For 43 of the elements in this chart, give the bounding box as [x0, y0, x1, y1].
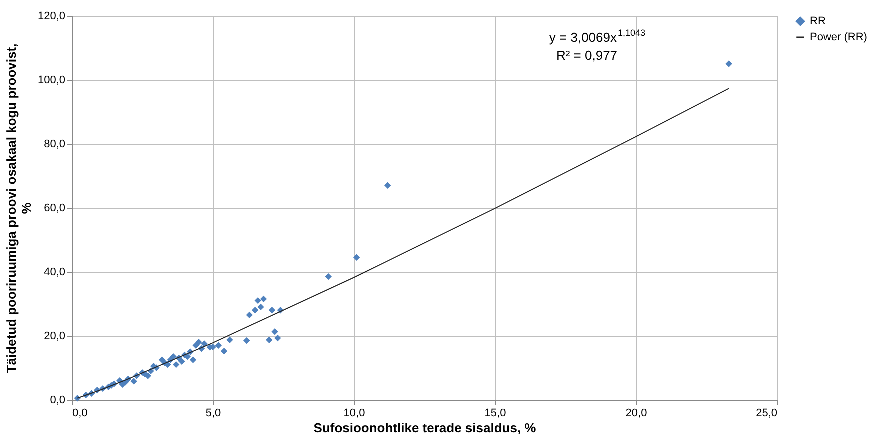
point — [258, 304, 264, 311]
point — [272, 328, 278, 336]
y-tick-label: 0,0 — [50, 394, 66, 406]
y-tick-label: 100,0 — [38, 74, 66, 86]
x-tick-label: 0,0 — [72, 408, 88, 420]
y-tick-label: 40,0 — [44, 266, 66, 278]
point — [178, 358, 186, 365]
point — [266, 336, 273, 344]
point — [243, 337, 250, 344]
point — [190, 356, 197, 364]
point — [268, 307, 276, 314]
point — [246, 312, 254, 319]
point — [226, 336, 234, 344]
point — [274, 334, 282, 342]
y-tick-label: 120,0 — [38, 10, 66, 22]
point — [172, 361, 180, 368]
point — [192, 342, 200, 349]
point — [726, 60, 732, 68]
y-tick-label: 20,0 — [44, 330, 66, 342]
point — [170, 353, 177, 360]
x-tick-label: 15,0 — [484, 408, 506, 420]
x-tick-label: 5,0 — [206, 408, 222, 420]
point — [220, 348, 228, 355]
point — [184, 353, 191, 360]
x-tick-label: 25,0 — [756, 408, 778, 420]
annotation: R² = 0,977 — [556, 48, 618, 63]
point — [384, 182, 392, 189]
point — [215, 342, 222, 349]
point — [260, 296, 268, 303]
legend-label: Power (RR) — [810, 32, 868, 44]
y-axis-title: Täidetud pooriruumiga proovi osakaal kogu proovist, % — [4, 44, 34, 374]
x-tick-label: 20,0 — [626, 408, 648, 420]
point — [325, 273, 332, 280]
legend-label: RR — [810, 16, 826, 28]
point — [353, 254, 360, 261]
x-axis-title: Sufosioonohtlike terade sisaldus, % — [314, 420, 537, 436]
point — [74, 395, 81, 402]
y-tick-label: 80,0 — [44, 138, 66, 150]
x-tick-label: 10,0 — [344, 408, 366, 420]
point — [254, 297, 262, 304]
point — [130, 378, 138, 385]
y-tick-label: 60,0 — [44, 202, 66, 214]
point — [252, 307, 259, 314]
